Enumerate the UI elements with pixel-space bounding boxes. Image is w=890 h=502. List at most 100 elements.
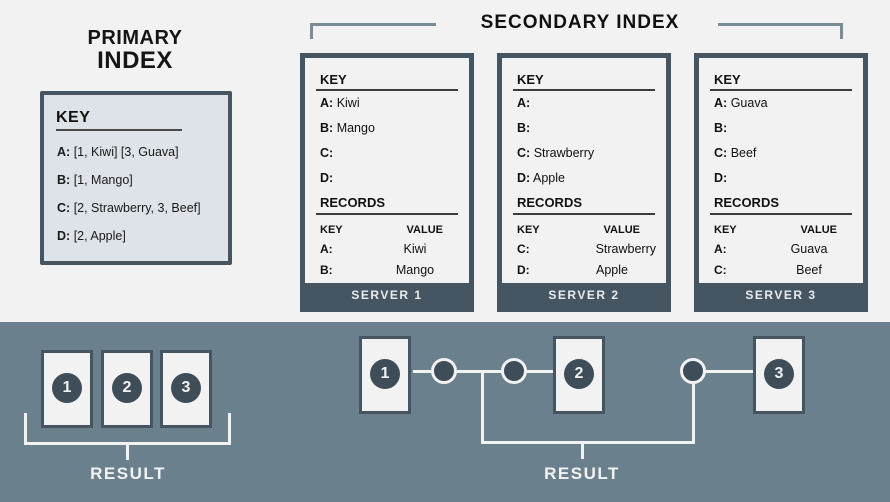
result-join-line — [481, 441, 695, 444]
primary-key-divider — [56, 129, 182, 131]
row-key: C: — [57, 201, 71, 215]
record-key: A: — [320, 242, 333, 256]
number-badge: 2 — [564, 359, 594, 389]
connector-line — [481, 370, 484, 444]
secondary-bracket-right — [718, 23, 843, 39]
server-key-row: B: — [517, 121, 530, 135]
row-key: C: — [714, 146, 728, 160]
records-header: RECORDS — [714, 195, 780, 210]
row-value: [1, Kiwi] [3, Guava] — [73, 145, 179, 159]
row-key: D: — [57, 229, 71, 243]
server-key-header: KEY — [714, 72, 741, 87]
record-value: Apple — [596, 263, 628, 277]
primary-row-a: A: [1, Kiwi] [3, Guava] — [57, 145, 179, 159]
records-divider — [513, 213, 655, 215]
server-key-row: B: — [714, 121, 727, 135]
server-2-box: KEY A: B: C: Strawberry D: Apple RECORDS… — [497, 53, 671, 312]
row-key: A: — [320, 96, 334, 110]
primary-index-box: KEY A: [1, Kiwi] [3, Guava] B: [1, Mango… — [40, 91, 232, 265]
connector-line — [527, 370, 553, 373]
secondary-card-1: 1 — [359, 336, 411, 414]
server-key-header: KEY — [517, 72, 544, 87]
result-stem — [581, 441, 584, 459]
records-col-key: KEY — [714, 224, 737, 236]
row-key: B: — [320, 121, 334, 135]
result-card-1: 1 — [41, 350, 93, 428]
secondary-index-title: SECONDARY INDEX — [480, 12, 680, 33]
records-header: RECORDS — [517, 195, 583, 210]
secondary-result-label: RESULT — [544, 464, 620, 483]
merge-node — [431, 358, 457, 384]
record-value: Mango — [395, 263, 435, 277]
connector-line — [692, 384, 695, 444]
primary-result-label: RESULT — [90, 464, 166, 483]
server-key-header: KEY — [320, 72, 347, 87]
record-key: A: — [714, 242, 727, 256]
records-col-value: VALUE — [800, 224, 837, 236]
number-badge: 2 — [112, 373, 142, 403]
server-key-row: D: — [714, 171, 727, 185]
key-divider — [710, 89, 852, 91]
record-value: Kiwi — [403, 242, 427, 256]
secondary-card-3: 3 — [753, 336, 805, 414]
records-col-key: KEY — [517, 224, 540, 236]
records-col-value: VALUE — [406, 224, 443, 236]
primary-title-line2: INDEX — [97, 47, 173, 74]
record-value: Guava — [790, 242, 828, 256]
record-key: D: — [517, 263, 530, 277]
row-key: C: — [517, 146, 531, 160]
row-key: D: — [517, 171, 531, 185]
record-key: C: — [517, 242, 530, 256]
primary-index-title: PRIMARY INDEX — [60, 28, 210, 73]
records-divider — [710, 213, 852, 215]
server-key-row: C: Strawberry — [517, 146, 594, 160]
server-footer: SERVER 3 — [698, 283, 864, 308]
row-key: D: — [320, 171, 334, 185]
number-badge: 1 — [52, 373, 82, 403]
server-footer: SERVER 2 — [501, 283, 667, 308]
server-key-row: A: Guava — [714, 96, 768, 110]
server-key-row: D: — [320, 171, 333, 185]
records-divider — [316, 213, 458, 215]
result-card-2: 2 — [101, 350, 153, 428]
secondary-bracket-left — [310, 23, 436, 39]
row-key: A: — [57, 145, 71, 159]
row-value: Beef — [730, 146, 757, 160]
primary-row-b: B: [1, Mango] — [57, 173, 133, 187]
row-value: Guava — [730, 96, 768, 110]
records-col-value: VALUE — [603, 224, 640, 236]
key-divider — [513, 89, 655, 91]
number-badge: 1 — [370, 359, 400, 389]
primary-bracket-right — [228, 413, 231, 445]
record-value: Beef — [796, 263, 822, 277]
primary-title-line1: PRIMARY — [87, 27, 183, 49]
row-key: A: — [517, 96, 531, 110]
row-value: [1, Mango] — [73, 173, 133, 187]
number-badge: 3 — [171, 373, 201, 403]
row-key: A: — [714, 96, 728, 110]
server-key-row: C: Beef — [714, 146, 756, 160]
secondary-card-2: 2 — [553, 336, 605, 414]
record-key: C: — [714, 263, 727, 277]
row-key: B: — [714, 121, 728, 135]
merge-node — [501, 358, 527, 384]
server-footer: SERVER 1 — [304, 283, 470, 308]
server-3-box: KEY A: Guava B: C: Beef D: RECORDS KEY V… — [694, 53, 868, 312]
row-key: B: — [57, 173, 71, 187]
connector-line — [705, 370, 755, 373]
row-key: B: — [517, 121, 531, 135]
row-value: [2, Apple] — [73, 229, 126, 243]
server-key-row: D: Apple — [517, 171, 565, 185]
row-value: Apple — [533, 171, 565, 185]
record-key: B: — [320, 263, 333, 277]
records-col-key: KEY — [320, 224, 343, 236]
server-key-row: C: — [320, 146, 333, 160]
primary-row-c: C: [2, Strawberry, 3, Beef] — [57, 201, 201, 215]
connector-line — [455, 370, 503, 373]
merge-node — [680, 358, 706, 384]
key-divider — [316, 89, 458, 91]
primary-key-header: KEY — [56, 109, 91, 126]
records-header: RECORDS — [320, 195, 386, 210]
result-card-3: 3 — [160, 350, 212, 428]
row-value: Kiwi — [336, 96, 360, 110]
